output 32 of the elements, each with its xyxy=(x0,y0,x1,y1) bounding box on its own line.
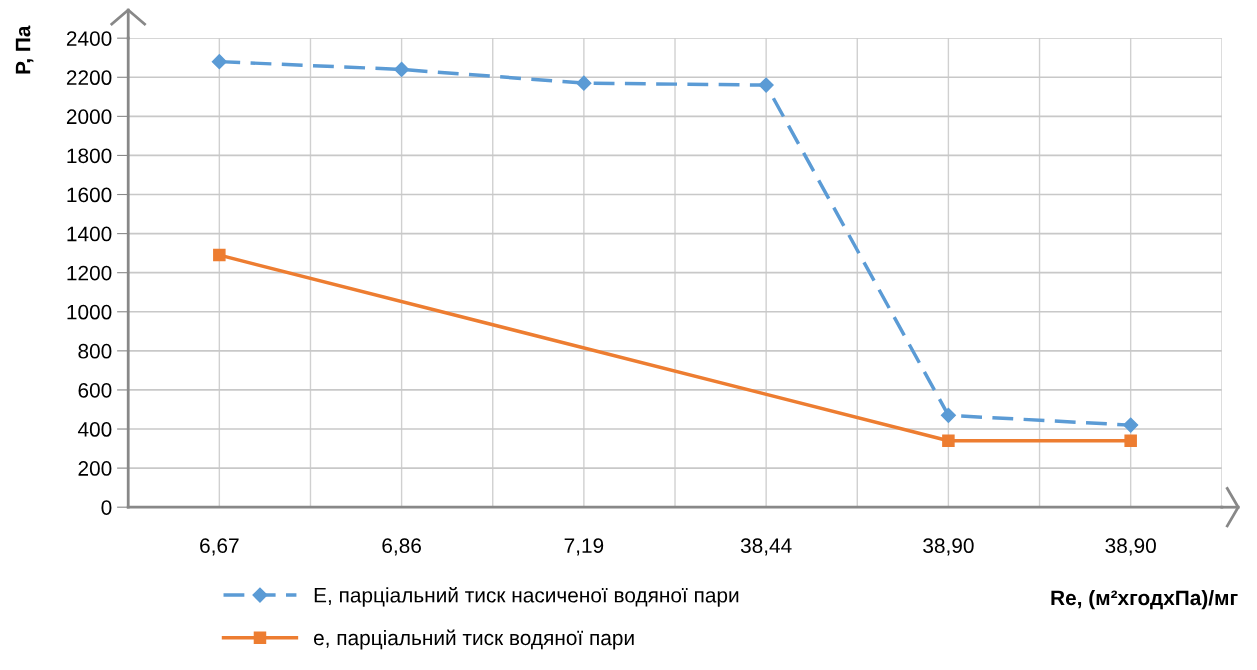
point xyxy=(576,75,592,91)
legend-label: E, парціальний тиск насиченої водяної пари xyxy=(314,586,739,607)
y-tick-label: 2400 xyxy=(66,31,112,46)
point xyxy=(211,54,227,70)
x-tick-label: 6,67 xyxy=(200,538,239,556)
y-tick-label: 800 xyxy=(78,343,112,359)
point xyxy=(1124,434,1137,447)
point xyxy=(940,407,956,423)
legend-label: e, парціальний тиск водяної пари xyxy=(313,629,634,650)
point xyxy=(1123,417,1139,433)
y-tick-label: 1800 xyxy=(67,148,112,164)
y-tick-label: 0 xyxy=(101,500,112,515)
x-tick-label: 38,90 xyxy=(923,538,974,556)
y-tick-label: 2000 xyxy=(66,109,112,125)
y-tick-label: 2200 xyxy=(66,70,112,86)
x-tick-label: 38,90 xyxy=(1105,538,1156,556)
y-tick-label: 1400 xyxy=(67,226,112,242)
y-tick-label: 1600 xyxy=(67,187,112,203)
point xyxy=(213,248,226,262)
x-axis-title: Re, (м²хгодхПа)/мг xyxy=(1051,589,1238,610)
y-tick-label: 1200 xyxy=(67,265,112,281)
y-tick-label: 400 xyxy=(77,422,112,437)
y-tick-label: 1000 xyxy=(67,304,112,320)
point xyxy=(758,77,774,93)
y-tick-label: 600 xyxy=(78,382,112,398)
y-tick-label: 200 xyxy=(78,461,112,476)
x-tick-label: 7,19 xyxy=(564,538,604,556)
point xyxy=(394,61,410,78)
point xyxy=(942,434,955,447)
x-tick-label: 6,86 xyxy=(382,538,421,556)
y-axis-title: P, Па xyxy=(15,25,34,74)
x-tick-label: 38,44 xyxy=(740,538,792,556)
